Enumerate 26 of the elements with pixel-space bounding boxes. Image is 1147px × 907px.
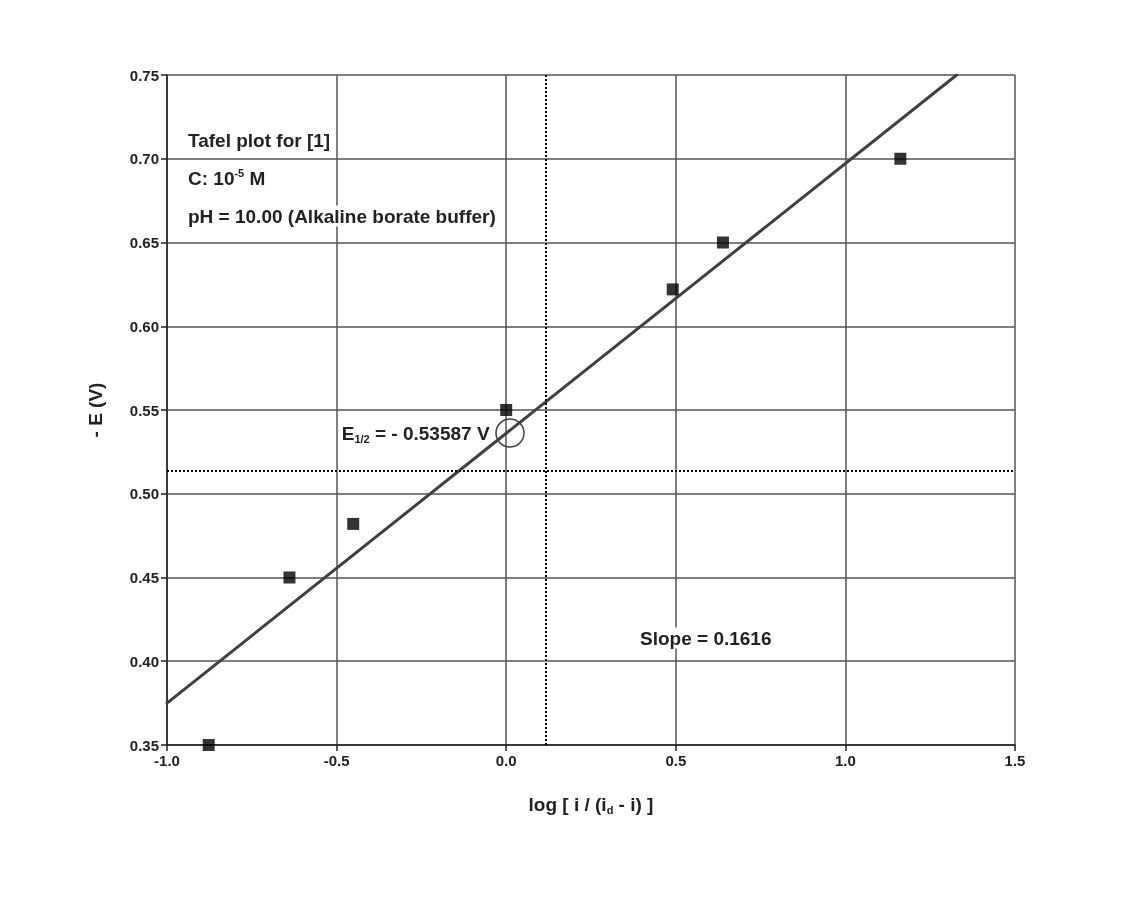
point [894, 152, 907, 165]
y-tick-label: 0.70 [129, 150, 159, 168]
point [283, 571, 296, 584]
y-tick-label: 0.60 [129, 317, 159, 335]
y-tick-label: 0.40 [129, 652, 159, 670]
y-tick-label: 0.50 [129, 485, 159, 503]
point [202, 739, 215, 751]
x-tick-label: 1.0 [834, 752, 856, 769]
point [716, 236, 729, 249]
annotation: Tafel plot for [1] [188, 129, 331, 151]
x-tick-label: -0.5 [323, 752, 350, 769]
x-tick-label: -1.0 [154, 752, 180, 769]
annotation: pH = 10.00 (Alkaline borate buffer) [188, 205, 496, 227]
point [347, 517, 360, 530]
point [666, 283, 679, 296]
x-tick-label: 1.5 [1004, 752, 1026, 769]
annotation: Slope = 0.1616 [640, 627, 772, 649]
y-tick-label: 0.65 [129, 234, 159, 251]
x-tick-label: 0.5 [665, 752, 687, 769]
y-tick-label: 0.35 [129, 736, 159, 754]
point [500, 404, 513, 416]
y-tick-label: 0.55 [129, 401, 159, 419]
x-tick-label: 0.0 [495, 752, 517, 769]
y-axis-title: - E (V) [85, 382, 106, 438]
y-tick-label: 0.75 [129, 66, 159, 84]
y-tick-label: 0.45 [129, 569, 159, 586]
